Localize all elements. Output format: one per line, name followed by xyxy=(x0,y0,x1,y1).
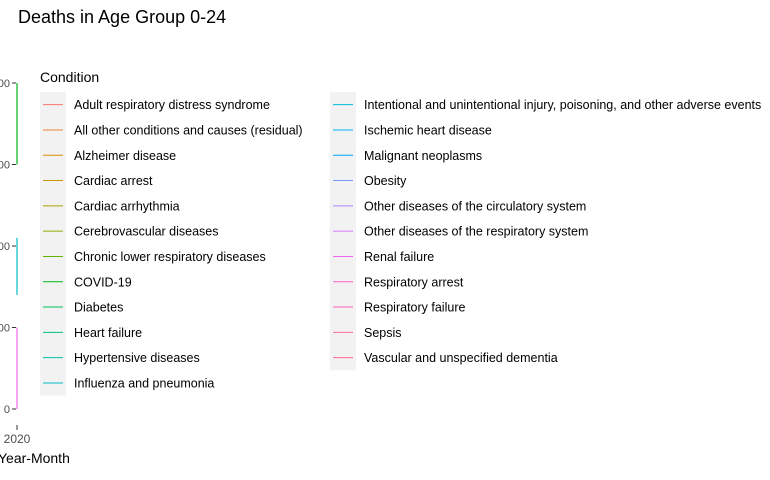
legend-label: Intentional and unintentional injury, po… xyxy=(364,98,761,112)
legend-label: Renal failure xyxy=(364,250,434,264)
y-tick-label: 200 xyxy=(0,241,10,253)
legend-entries: Adult respiratory distress syndrome All o… xyxy=(40,92,761,396)
legend: Condition Adult respiratory distress syn… xyxy=(40,69,761,396)
legend-item: Adult respiratory distress syndrome xyxy=(40,92,270,118)
legend-label: Vascular and unspecified dementia xyxy=(364,351,558,365)
y-axis: 0 100 200 300 400 xyxy=(0,78,16,416)
legend-label: Cardiac arrhythmia xyxy=(74,199,180,213)
y-tick-label: 100 xyxy=(0,323,10,335)
legend-item: Obesity xyxy=(330,167,407,194)
legend-label: Obesity xyxy=(364,174,407,188)
y-tick-label: 0 xyxy=(4,404,10,416)
legend-label: Malignant neoplasms xyxy=(364,149,482,163)
legend-item: Hypertensive diseases xyxy=(40,345,200,371)
legend-item: Cardiac arrhythmia xyxy=(40,193,180,219)
legend-label: Cardiac arrest xyxy=(74,174,153,188)
legend-item: COVID-19 xyxy=(40,269,132,295)
legend-item: Sepsis xyxy=(330,319,402,345)
legend-item: Chronic lower respiratory diseases xyxy=(40,243,266,270)
y-tick-label: 400 xyxy=(0,78,10,90)
legend-label: All other conditions and causes (residua… xyxy=(74,123,303,137)
legend-label: Heart failure xyxy=(74,326,142,340)
legend-item: All other conditions and causes (residua… xyxy=(40,117,303,143)
legend-label: Sepsis xyxy=(364,326,402,340)
legend-item: Heart failure xyxy=(40,319,142,345)
legend-label: Other diseases of the respiratory system xyxy=(364,225,588,239)
chart-title: Deaths in Age Group 0-24 xyxy=(18,7,226,27)
legend-label: Ischemic heart disease xyxy=(364,123,492,137)
legend-item: Respiratory arrest xyxy=(330,269,464,295)
legend-item: Other diseases of the respiratory system xyxy=(330,218,588,244)
legend-item: Other diseases of the circulatory system xyxy=(330,193,586,219)
legend-label: Other diseases of the circulatory system xyxy=(364,199,586,213)
legend-label: COVID-19 xyxy=(74,275,132,289)
x-tick-label: 2020 xyxy=(4,432,31,446)
legend-item: Malignant neoplasms xyxy=(330,142,482,168)
legend-item: Cerebrovascular diseases xyxy=(40,218,219,244)
legend-item: Respiratory failure xyxy=(330,294,465,320)
legend-item: Diabetes xyxy=(40,294,123,320)
legend-item: Alzheimer disease xyxy=(40,142,176,168)
legend-label: Respiratory failure xyxy=(364,301,465,315)
legend-label: Chronic lower respiratory diseases xyxy=(74,250,266,264)
legend-label: Influenza and pneumonia xyxy=(74,376,214,390)
legend-item: Influenza and pneumonia xyxy=(40,370,214,396)
legend-item: Vascular and unspecified dementia xyxy=(330,345,558,371)
legend-label: Alzheimer disease xyxy=(74,149,176,163)
legend-item: Cardiac arrest xyxy=(40,167,153,194)
y-tick-label: 300 xyxy=(0,160,10,172)
legend-label: Hypertensive diseases xyxy=(74,351,200,365)
legend-item: Intentional and unintentional injury, po… xyxy=(330,92,761,118)
legend-item: Ischemic heart disease xyxy=(330,117,492,143)
x-axis: 2020 xyxy=(4,425,31,446)
x-axis-label: Year-Month xyxy=(0,450,70,466)
legend-item: Renal failure xyxy=(330,243,434,270)
legend-label: Respiratory arrest xyxy=(364,275,464,289)
legend-label: Diabetes xyxy=(74,301,123,315)
legend-title: Condition xyxy=(40,69,99,85)
legend-label: Cerebrovascular diseases xyxy=(74,225,219,239)
legend-label: Adult respiratory distress syndrome xyxy=(74,98,270,112)
